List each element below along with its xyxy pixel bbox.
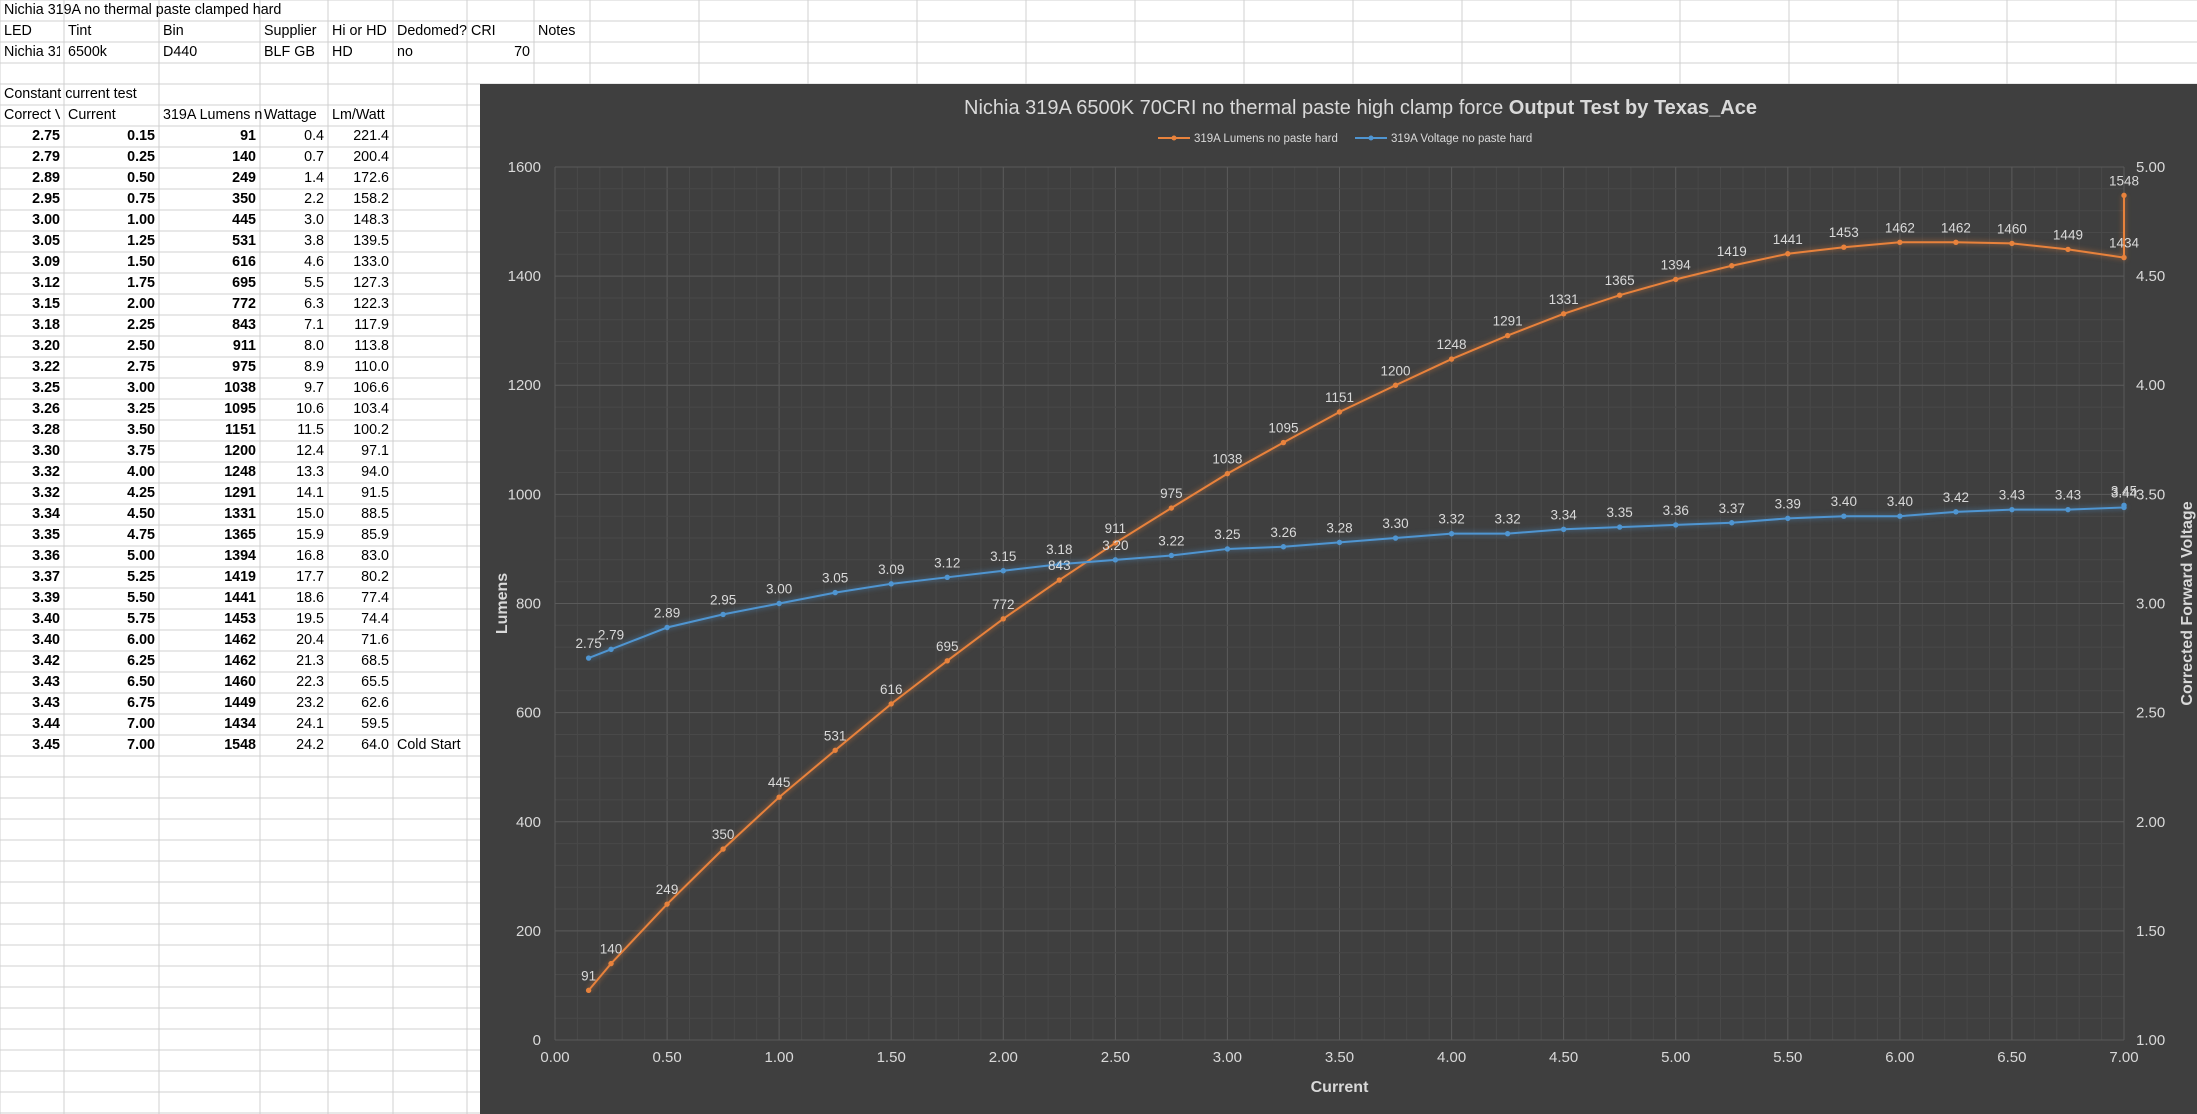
svg-text:5.00: 5.00 [2136,159,2165,176]
svg-text:1400: 1400 [508,268,541,285]
svg-text:6.50: 6.50 [1997,1049,2026,1066]
svg-text:1462: 1462 [1885,220,1915,235]
svg-text:3.15: 3.15 [990,549,1016,564]
svg-text:695: 695 [936,639,959,654]
svg-text:2.00: 2.00 [2136,814,2165,831]
svg-text:2.95: 2.95 [710,592,736,607]
svg-text:3.40: 3.40 [1831,494,1857,509]
svg-text:1441: 1441 [1773,232,1803,247]
svg-text:319A Lumens no paste hard: 319A Lumens no paste hard [1194,133,1338,145]
svg-text:1038: 1038 [1212,452,1242,467]
svg-text:1434: 1434 [2109,236,2140,251]
svg-text:Nichia 319A 6500K 70CRI no the: Nichia 319A 6500K 70CRI no thermal paste… [964,97,1757,119]
svg-text:0.00: 0.00 [540,1049,569,1066]
svg-text:2.00: 2.00 [989,1049,1018,1066]
svg-text:3.50: 3.50 [2136,486,2165,503]
svg-text:3.37: 3.37 [1719,501,1745,516]
svg-text:445: 445 [768,775,791,790]
svg-text:3.05: 3.05 [822,571,848,586]
svg-text:Lumens: Lumens [494,573,511,634]
svg-text:3.00: 3.00 [1213,1049,1242,1066]
svg-text:1.50: 1.50 [877,1049,906,1066]
svg-text:1460: 1460 [1997,221,2027,236]
svg-text:400: 400 [516,814,541,831]
svg-text:3.00: 3.00 [2136,596,2165,613]
svg-text:3.18: 3.18 [1046,542,1072,557]
svg-text:2.50: 2.50 [1101,1049,1130,1066]
svg-text:1449: 1449 [2053,227,2083,242]
svg-text:3.42: 3.42 [1943,490,1969,505]
svg-text:600: 600 [516,705,541,722]
svg-text:3.00: 3.00 [766,582,792,597]
svg-text:3.50: 3.50 [1325,1049,1354,1066]
svg-text:3.39: 3.39 [1775,496,1801,511]
svg-text:2.79: 2.79 [598,627,624,642]
svg-text:1548: 1548 [2109,173,2139,188]
svg-text:1200: 1200 [1381,363,1411,378]
svg-text:2.50: 2.50 [2136,705,2165,722]
svg-text:616: 616 [880,682,903,697]
svg-text:91: 91 [581,968,596,983]
svg-text:140: 140 [600,942,623,957]
svg-text:975: 975 [1160,486,1183,501]
svg-text:531: 531 [824,728,847,743]
svg-text:843: 843 [1048,558,1071,573]
svg-text:5.00: 5.00 [1661,1049,1690,1066]
svg-text:249: 249 [656,882,679,897]
svg-text:3.36: 3.36 [1663,503,1689,518]
svg-text:1419: 1419 [1717,244,1747,259]
svg-text:1.50: 1.50 [2136,923,2165,940]
svg-text:1453: 1453 [1829,225,1859,240]
svg-text:1394: 1394 [1661,257,1692,272]
svg-text:3.40: 3.40 [1887,494,1913,509]
svg-text:4.00: 4.00 [1437,1049,1466,1066]
svg-text:800: 800 [516,596,541,613]
svg-text:4.50: 4.50 [2136,268,2165,285]
svg-text:3.34: 3.34 [1550,507,1577,522]
svg-text:3.32: 3.32 [1438,512,1464,527]
svg-text:0: 0 [533,1032,541,1049]
svg-text:3.45: 3.45 [2111,483,2137,498]
svg-text:0.50: 0.50 [652,1049,681,1066]
svg-text:2.89: 2.89 [654,606,680,621]
svg-text:3.43: 3.43 [1999,488,2025,503]
svg-text:1200: 1200 [508,377,541,394]
svg-text:5.50: 5.50 [1773,1049,1802,1066]
svg-text:1000: 1000 [508,486,541,503]
svg-text:3.32: 3.32 [1494,512,1520,527]
svg-text:3.22: 3.22 [1158,533,1184,548]
svg-text:350: 350 [712,827,735,842]
svg-text:1095: 1095 [1268,421,1298,436]
svg-text:3.43: 3.43 [2055,488,2081,503]
svg-text:3.09: 3.09 [878,562,904,577]
svg-text:6.00: 6.00 [1885,1049,1914,1066]
svg-text:3.35: 3.35 [1607,505,1633,520]
svg-text:4.00: 4.00 [2136,377,2165,394]
svg-text:911: 911 [1105,521,1127,536]
svg-text:1331: 1331 [1549,292,1579,307]
svg-text:3.26: 3.26 [1270,525,1296,540]
svg-text:3.30: 3.30 [1382,516,1408,531]
svg-text:1.00: 1.00 [764,1049,793,1066]
svg-text:1365: 1365 [1605,273,1635,288]
svg-text:4.50: 4.50 [1549,1049,1578,1066]
svg-text:Corrected Forward Voltage: Corrected Forward Voltage [2179,501,2196,705]
svg-text:200: 200 [516,923,541,940]
svg-text:3.12: 3.12 [934,555,960,570]
svg-text:1291: 1291 [1493,314,1523,329]
svg-text:1248: 1248 [1437,337,1467,352]
svg-text:3.25: 3.25 [1214,527,1240,542]
svg-text:1462: 1462 [1941,220,1971,235]
svg-text:3.28: 3.28 [1326,520,1352,535]
svg-text:1.00: 1.00 [2136,1032,2165,1049]
svg-text:1600: 1600 [508,159,541,176]
svg-text:772: 772 [992,597,1015,612]
svg-text:319A Voltage no paste hard: 319A Voltage no paste hard [1391,133,1532,145]
svg-text:1151: 1151 [1325,390,1354,405]
svg-text:3.20: 3.20 [1102,538,1128,553]
svg-text:Current: Current [1311,1079,1369,1096]
svg-text:7.00: 7.00 [2109,1049,2138,1066]
